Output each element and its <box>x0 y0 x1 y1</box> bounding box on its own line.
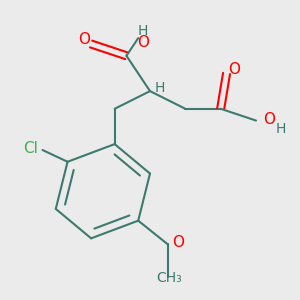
Text: O: O <box>172 235 184 250</box>
Text: CH₃: CH₃ <box>156 271 182 285</box>
Text: O: O <box>228 61 240 76</box>
Text: O: O <box>263 112 275 127</box>
Text: O: O <box>136 35 148 50</box>
Text: H: H <box>137 24 148 38</box>
Text: O: O <box>78 32 90 47</box>
Text: H: H <box>154 81 165 95</box>
Text: H: H <box>275 122 286 136</box>
Text: Cl: Cl <box>23 141 38 156</box>
